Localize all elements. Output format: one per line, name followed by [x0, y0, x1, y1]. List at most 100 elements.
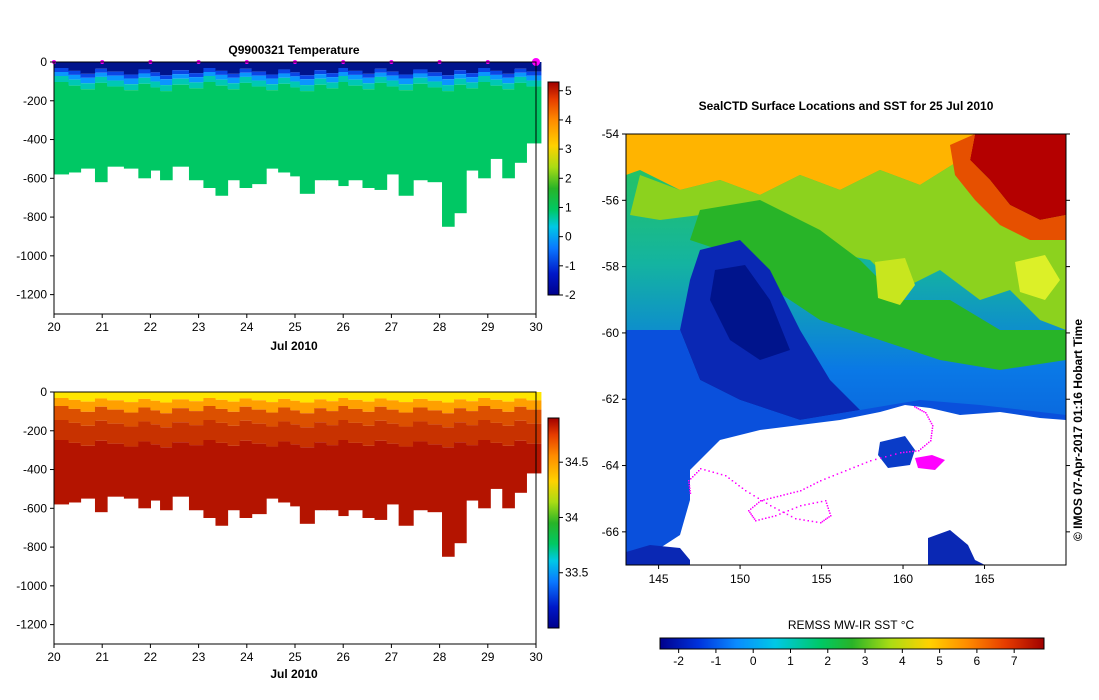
temperature-colorbar	[547, 81, 560, 296]
sst-southwest-patch	[626, 545, 690, 565]
profile-cell	[314, 84, 327, 181]
track-dot	[770, 505, 772, 507]
track-dot	[903, 451, 905, 454]
profile-cell	[172, 442, 190, 497]
profile-cell	[299, 447, 315, 524]
track-dot	[760, 500, 762, 502]
profile-cell	[413, 421, 429, 442]
profile-cell	[150, 81, 161, 88]
profile-cell	[107, 75, 125, 81]
track-dot	[790, 515, 793, 518]
track-dot	[688, 482, 690, 484]
profile-cell	[502, 411, 515, 426]
profile-cell	[502, 425, 515, 446]
profile-cell	[338, 82, 349, 187]
x-tick-label: 25	[288, 320, 302, 334]
profile-cell	[278, 69, 291, 74]
track-dot	[752, 506, 754, 509]
track-dot	[690, 478, 692, 480]
profile-cell	[290, 444, 301, 507]
track-dot	[813, 483, 815, 485]
track-dot	[779, 513, 781, 515]
colorbar-tick-label: 2	[565, 171, 572, 185]
profile-cell	[138, 421, 151, 442]
profile-cell	[94, 82, 108, 183]
profile-cell	[239, 398, 253, 407]
sst-field	[626, 134, 1066, 565]
track-dot	[840, 471, 843, 474]
profile-cell	[172, 70, 190, 75]
profile-cell	[454, 62, 467, 71]
sst-colorbar	[659, 637, 1045, 650]
profile-cell	[278, 421, 291, 442]
profile-cell	[466, 445, 479, 501]
profile-cell	[150, 76, 161, 82]
profile-cell	[160, 413, 173, 428]
track-dot	[929, 420, 932, 423]
track-dot	[925, 412, 927, 414]
track-dot	[688, 485, 691, 487]
track-dot	[828, 476, 830, 479]
profile-cell	[123, 446, 139, 499]
salinity-colorbar-ticks: 33.5 34 34.5	[559, 455, 589, 580]
track-dot	[751, 515, 753, 517]
profile-cell	[138, 62, 151, 70]
x-tick-label: 27	[385, 650, 399, 664]
profile-cell	[299, 91, 315, 194]
profile-cell	[80, 77, 96, 84]
profile-cell	[227, 73, 241, 78]
profile-cell	[413, 398, 429, 408]
profile-cell	[490, 74, 503, 80]
profile-cell	[326, 392, 339, 402]
track-dot	[704, 469, 706, 471]
profile-cell	[314, 62, 327, 71]
profile-cell	[413, 69, 429, 74]
profile-cell	[94, 62, 108, 69]
profile-cell	[278, 441, 291, 503]
track-dot	[688, 480, 690, 482]
lon-tick-label: 160	[893, 572, 913, 586]
profile-cell	[150, 400, 161, 411]
track-dot	[787, 510, 789, 512]
profile-cell	[172, 84, 190, 167]
profile-cell	[314, 399, 327, 409]
profile-cell	[203, 420, 217, 440]
sst-southeast-patch	[928, 530, 985, 565]
track-dot	[756, 503, 758, 505]
track-dot	[816, 481, 819, 484]
profile-cell	[123, 62, 139, 75]
track-dot	[758, 501, 760, 504]
track-dot	[923, 411, 925, 413]
profile-cell	[138, 69, 151, 74]
profile-cell	[188, 88, 205, 181]
profile-cell	[502, 62, 515, 74]
profile-cell	[454, 78, 467, 85]
profile-cell	[454, 408, 467, 423]
profile-cell	[251, 62, 267, 72]
track-dot	[836, 473, 839, 475]
profile-cell	[478, 406, 491, 420]
profile-cell	[502, 445, 515, 509]
track-dot	[778, 509, 780, 511]
sst-colorbar-tick-label: -1	[711, 654, 722, 668]
profile-cell	[326, 82, 339, 89]
profile-cell	[123, 84, 139, 91]
track-dot	[857, 465, 859, 467]
profile-cell	[251, 86, 267, 185]
profile-cell	[478, 420, 491, 440]
profile-cell	[427, 62, 443, 73]
profile-cell	[526, 392, 542, 401]
profile-cell	[466, 411, 479, 426]
profile-cell	[94, 392, 108, 399]
profile-cell	[150, 62, 161, 73]
profile-cell	[160, 427, 173, 448]
profile-cell	[348, 70, 364, 75]
track-dot	[749, 511, 751, 514]
profile-cell	[442, 85, 455, 92]
profile-cell	[374, 76, 388, 83]
track-dot	[828, 510, 830, 512]
y-tick-label: -800	[23, 210, 47, 224]
profile-cell	[239, 62, 253, 69]
profile-cell	[215, 422, 229, 443]
profile-cell	[54, 62, 70, 68]
